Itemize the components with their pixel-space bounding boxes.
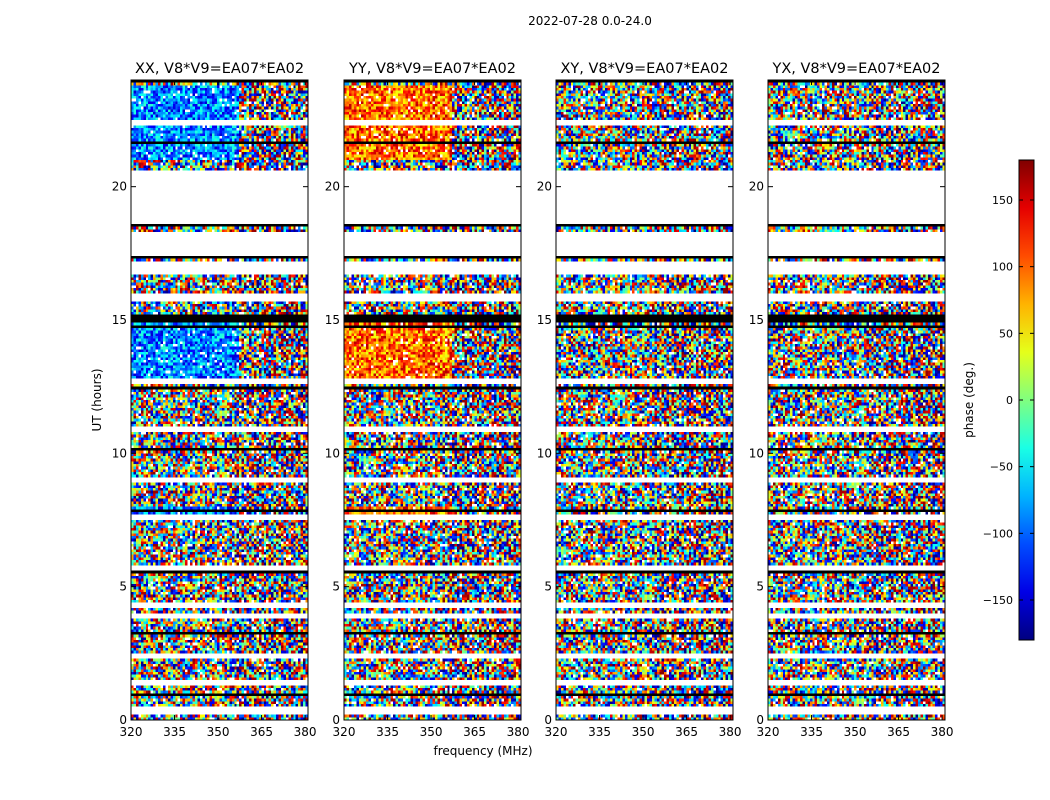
- x-tick-label: 365: [887, 725, 910, 739]
- x-tick-label: 365: [250, 725, 273, 739]
- x-tick-label: 380: [719, 725, 742, 739]
- x-axis-label: frequency (MHz): [433, 744, 532, 758]
- colorbar-tick-label: −50: [990, 461, 1013, 474]
- x-tick-label: 335: [376, 725, 399, 739]
- phase-heatmap: [131, 80, 308, 720]
- y-tick-label: 5: [119, 580, 127, 594]
- panel-title: XX, V8*V9=EA07*EA02: [135, 61, 304, 77]
- colorbar-tick-label: −100: [983, 527, 1013, 540]
- x-tick-label: 320: [757, 725, 780, 739]
- x-tick-label: 365: [675, 725, 698, 739]
- y-tick-label: 10: [537, 446, 552, 460]
- phase-heatmap: [556, 80, 733, 720]
- x-tick-label: 350: [844, 725, 867, 739]
- panel-title: XY, V8*V9=EA07*EA02: [560, 61, 728, 77]
- panel-frame: [555, 79, 734, 721]
- panel-frame: [343, 79, 522, 721]
- x-tick-label: 320: [545, 725, 568, 739]
- panel-title: YX, V8*V9=EA07*EA02: [771, 61, 940, 77]
- colorbar: 150 100 50 0 −50 −100 −150 phase (deg.): [962, 159, 1035, 641]
- y-tick-label: 0: [756, 713, 764, 727]
- colorbar-tick-label: 0: [1006, 394, 1013, 407]
- y-axis-label: UT (hours): [90, 368, 104, 431]
- y-tick-label: 10: [112, 446, 127, 460]
- y-tick-label: 15: [112, 313, 127, 327]
- x-tick-label: 380: [294, 725, 317, 739]
- phase-heatmap: [768, 80, 945, 720]
- figure-title: 2022-07-28 0.0-24.0: [528, 14, 652, 28]
- y-tick-label: 0: [332, 713, 340, 727]
- colorbar-tick-label: 150: [992, 194, 1013, 207]
- y-tick-label: 0: [544, 713, 552, 727]
- x-tick-label: 380: [507, 725, 530, 739]
- y-tick-label: 0: [119, 713, 127, 727]
- y-tick-label: 10: [325, 446, 340, 460]
- panel-title: YY, V8*V9=EA07*EA02: [348, 61, 516, 77]
- y-tick-label: 20: [325, 180, 340, 194]
- x-tick-label: 335: [163, 725, 186, 739]
- x-tick-label: 320: [120, 725, 143, 739]
- x-tick-label: 335: [588, 725, 611, 739]
- y-tick-label: 20: [537, 180, 552, 194]
- y-tick-label: 10: [749, 446, 764, 460]
- y-tick-label: 15: [749, 313, 764, 327]
- y-tick-label: 5: [544, 580, 552, 594]
- y-tick-label: 15: [537, 313, 552, 327]
- panel-2: XY, V8*V9=EA07*EA02 320 335 350 365 380 0 5 10 15…: [537, 61, 742, 739]
- colorbar-tick-label: 100: [992, 261, 1013, 274]
- colorbar-label: phase (deg.): [962, 362, 976, 438]
- panel-frame: [767, 79, 946, 721]
- y-tick-label: 20: [749, 180, 764, 194]
- panel-frame: [130, 79, 309, 721]
- panel-0: XX, V8*V9=EA07*EA02 320 335 350 365 380 0 5 10 15…: [112, 61, 317, 739]
- colorbar-tick-label: 50: [999, 327, 1013, 340]
- panel-3: YX, V8*V9=EA07*EA02 320 335 350 365 380 0 5 10 15…: [749, 61, 954, 739]
- x-tick-label: 320: [333, 725, 356, 739]
- y-tick-label: 20: [112, 180, 127, 194]
- y-tick-label: 5: [332, 580, 340, 594]
- x-tick-label: 365: [463, 725, 486, 739]
- phase-heatmap: [344, 80, 521, 720]
- x-tick-label: 350: [420, 725, 443, 739]
- panel-1: YY, V8*V9=EA07*EA02 320 335 350 365 380 0 5 10 15…: [325, 61, 530, 739]
- x-tick-label: 350: [207, 725, 230, 739]
- y-tick-label: 15: [325, 313, 340, 327]
- colorbar-tick-label: −150: [983, 594, 1013, 607]
- x-tick-label: 335: [800, 725, 823, 739]
- x-tick-label: 380: [931, 725, 954, 739]
- x-tick-label: 350: [632, 725, 655, 739]
- y-tick-label: 5: [756, 580, 764, 594]
